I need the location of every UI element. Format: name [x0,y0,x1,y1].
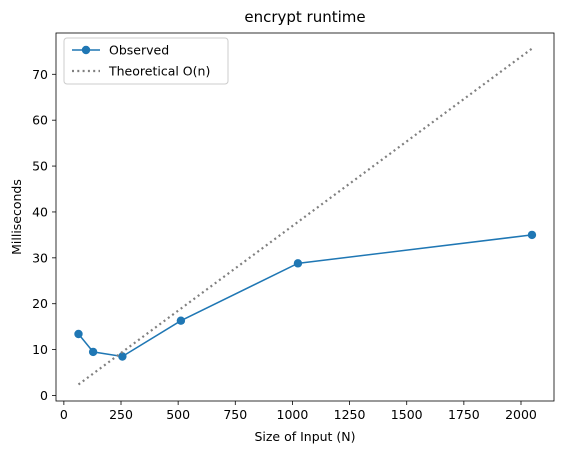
y-axis-label: Milliseconds [9,179,24,255]
y-tick-label: 70 [32,67,48,82]
plot-frame [55,32,555,402]
x-tick-label: 250 [109,407,133,422]
legend-label: Theoretical O(n) [108,64,210,79]
y-tick-label: 0 [40,388,48,403]
data-point [88,347,98,357]
data-point [176,316,186,325]
y-tick-label: 40 [32,204,48,219]
y-tick-label: 20 [32,296,48,311]
plot-series [74,47,537,386]
x-tick-label: 1750 [448,407,480,422]
series-line-observed [77,234,533,358]
data-point [527,230,537,240]
x-tick-label: 0 [60,407,68,422]
series-line-theoretical-o-n [77,47,533,386]
data-point [293,259,303,268]
x-tick-label: 500 [166,407,190,422]
x-tick-label: 750 [223,407,247,422]
data-point [118,352,127,361]
legend-label: Observed [109,43,169,58]
x-tick-label: 2000 [505,407,537,422]
x-axis-label: Size of Input (N) [254,429,355,444]
y-tick-label: 10 [32,342,48,357]
x-tick-label: 1250 [334,407,366,422]
legend: Observed Theoretical O(n) [63,37,229,85]
x-axis-ticks: 0 250 500 750 1000 1250 1500 1750 2000 [60,401,537,422]
y-tick-label: 60 [32,113,48,128]
y-tick-label: 50 [32,159,48,174]
x-tick-label: 1500 [391,407,423,422]
y-tick-label: 30 [32,250,48,265]
x-tick-label: 1000 [277,407,309,422]
chart-title: encrypt runtime [244,8,365,26]
data-point [74,329,83,339]
y-axis-ticks: 0 10 20 30 40 50 60 70 [32,67,56,403]
legend-box [63,37,229,85]
legend-marker [81,45,91,55]
